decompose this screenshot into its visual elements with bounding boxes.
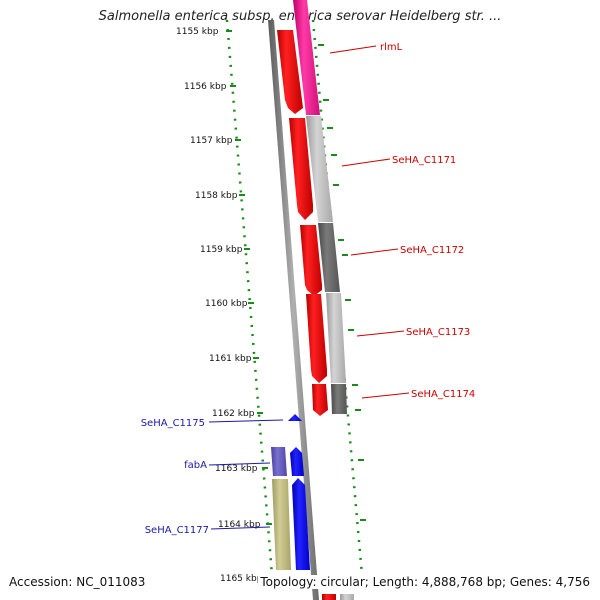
dot-track-left (225, 19, 274, 576)
reverse-genes (271, 414, 310, 570)
axis-tick-labels: 1155 kbp 1156 kbp 1157 kbp 1158 kbp 1159… (176, 27, 263, 584)
gene-feature-SeHA-C1177-band (272, 479, 291, 570)
accession-label: Accession: NC_011083 (7, 575, 148, 589)
gene-label-fabA: fabA (184, 460, 207, 471)
gene-feature-rlmL-forward (277, 30, 303, 114)
leader-lines (208, 45, 410, 530)
right-track-marks (318, 44, 366, 521)
gene-feature-fabA (290, 447, 304, 476)
bottom-bars (322, 594, 354, 600)
gene-band-rlmL (293, 0, 320, 115)
gene-feature-SeHA-C1173-forward (306, 294, 327, 383)
tick-label-1163: 1163 kbp (215, 464, 258, 474)
gene-feature-SeHA-C1172-forward (300, 225, 322, 296)
gene-label-SeHA-C1175: SeHA_C1175 (141, 418, 205, 429)
gene-label-SeHA-C1177: SeHA_C1177 (145, 525, 209, 536)
tick-label-1157: 1157 kbp (190, 136, 233, 146)
gene-band-SeHA-C1173 (326, 293, 346, 383)
gene-label-SeHA-C1172: SeHA_C1172 (400, 245, 464, 256)
gene-feature-SeHA-C1174-forward (312, 384, 328, 416)
tick-label-1165: 1165 kbp (220, 574, 263, 584)
tick-label-1160: 1160 kbp (205, 299, 248, 309)
tick-label-1155: 1155 kbp (176, 27, 219, 37)
forward-genes (277, 30, 328, 416)
tick-label-1161: 1161 kbp (209, 354, 252, 364)
tick-label-1156: 1156 kbp (184, 82, 227, 92)
tick-label-1159: 1159 kbp (200, 245, 243, 255)
gene-label-SeHA-C1174: SeHA_C1174 (411, 389, 475, 400)
gene-label-SeHA-C1173: SeHA_C1173 (406, 327, 470, 338)
gene-band-SeHA-C1174 (331, 384, 347, 414)
gene-label-SeHA-C1171: SeHA_C1171 (392, 155, 456, 166)
gene-feature-SeHA-C1171-forward (289, 118, 313, 220)
tick-label-1158: 1158 kbp (195, 191, 238, 201)
gene-labels: rlmL SeHA_C1171 SeHA_C1172 SeHA_C1173 Se… (141, 42, 476, 536)
gene-feature-fabA-band (271, 447, 287, 476)
gene-feature-SeHA-C1177 (292, 478, 310, 570)
tick-label-1164: 1164 kbp (218, 520, 261, 530)
left-track-marks (226, 30, 272, 525)
gene-label-rlmL: rlmL (380, 42, 403, 53)
genome-backbone (268, 20, 319, 600)
topology-summary: Topology: circular; Length: 4,888,768 bp… (258, 575, 592, 589)
gene-band-column (293, 0, 347, 414)
gene-band-SeHA-C1172 (318, 223, 340, 292)
gene-feature-SeHA-C1175 (288, 414, 302, 421)
tick-label-1162: 1162 kbp (212, 409, 255, 419)
gene-band-SeHA-C1171 (306, 116, 333, 222)
